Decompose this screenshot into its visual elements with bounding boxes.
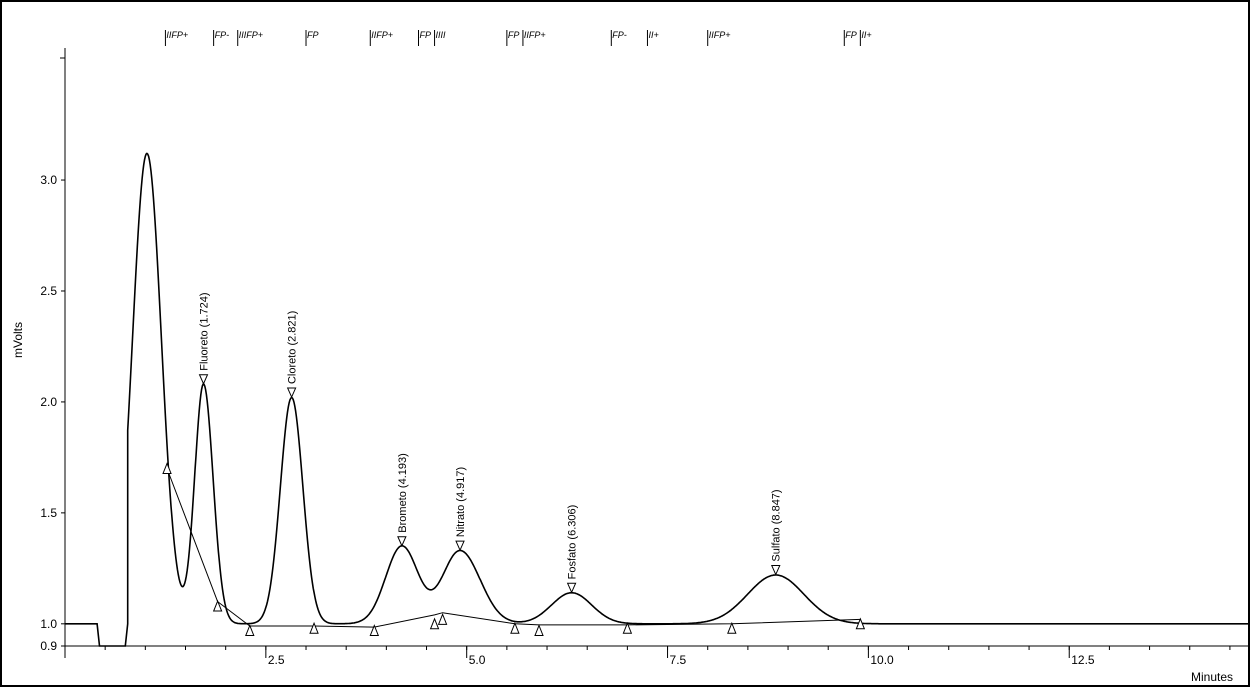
event-label: FP (845, 30, 857, 40)
event-label: IIFP+ (166, 30, 188, 40)
event-label: II+ (861, 30, 871, 40)
peak-label: Cloreto (2.821) (287, 311, 299, 384)
plot-area: 0.9 1.0 1.5 2.0 2.5 3.0 2.5 5.0 7.5 10.0 12.5 Fluor… (40, 30, 1250, 667)
x-tick-label: 5.0 (469, 653, 486, 667)
baseline-marker (622, 621, 633, 634)
event-label: II+ (648, 30, 658, 40)
event-label: IIII (436, 30, 447, 40)
baseline-line (166, 468, 861, 628)
y-axis-title: mVolts (11, 322, 25, 358)
baseline-marker (245, 624, 255, 636)
event-label: FP- (612, 30, 627, 40)
event-label: FP (508, 30, 520, 40)
peak-apex-marker (397, 536, 407, 547)
baseline-marker (309, 621, 319, 634)
x-axis-title: Minutes (1191, 670, 1233, 684)
event-label: IIIFP+ (239, 30, 263, 40)
x-tick-label: 12.5 (1071, 653, 1095, 667)
baseline-marker (437, 613, 448, 625)
baseline-marker (212, 599, 223, 612)
y-tick-label: 2.5 (40, 284, 57, 298)
peak-label: Fosfato (6.306) (567, 505, 579, 580)
event-label: IIFP+ (371, 30, 393, 40)
event-label: FP (419, 30, 431, 40)
baseline-marker (510, 621, 520, 634)
peak-apex-marker (198, 374, 209, 385)
chromatogram-trace (65, 152, 1250, 647)
peak-label: Sulfato (8.847) (771, 489, 783, 561)
y-tick-label: 0.9 (40, 639, 57, 653)
event-label: FP- (215, 30, 230, 40)
baseline-marker (162, 462, 172, 474)
peak-apex-marker (566, 582, 577, 594)
peak-apex-marker (286, 387, 297, 399)
event-label: FP (307, 30, 319, 40)
peak-label: Brometo (4.193) (397, 453, 409, 532)
event-label: IIFP+ (709, 30, 731, 40)
x-tick-label: 10.0 (870, 653, 894, 667)
x-tick-label: 7.5 (670, 653, 687, 667)
peak-apex-marker (770, 565, 781, 576)
y-tick-label: 1.5 (40, 506, 57, 520)
peak-label: Nitrato (4.917) (455, 467, 467, 537)
baseline-marker (429, 617, 440, 630)
peak-apex-marker (455, 540, 465, 552)
baseline-marker (855, 617, 866, 630)
y-tick-label: 2.0 (40, 395, 57, 409)
x-tick-label: 2.5 (268, 653, 285, 667)
baseline-marker (369, 624, 380, 636)
event-label: IIFP+ (524, 30, 546, 40)
y-tick-label: 3.0 (40, 173, 57, 187)
baseline-marker (534, 624, 544, 636)
peak-label: Fluoreto (1.724) (199, 292, 211, 370)
baseline-marker (727, 621, 737, 634)
y-tick-label: 1.0 (40, 617, 57, 631)
